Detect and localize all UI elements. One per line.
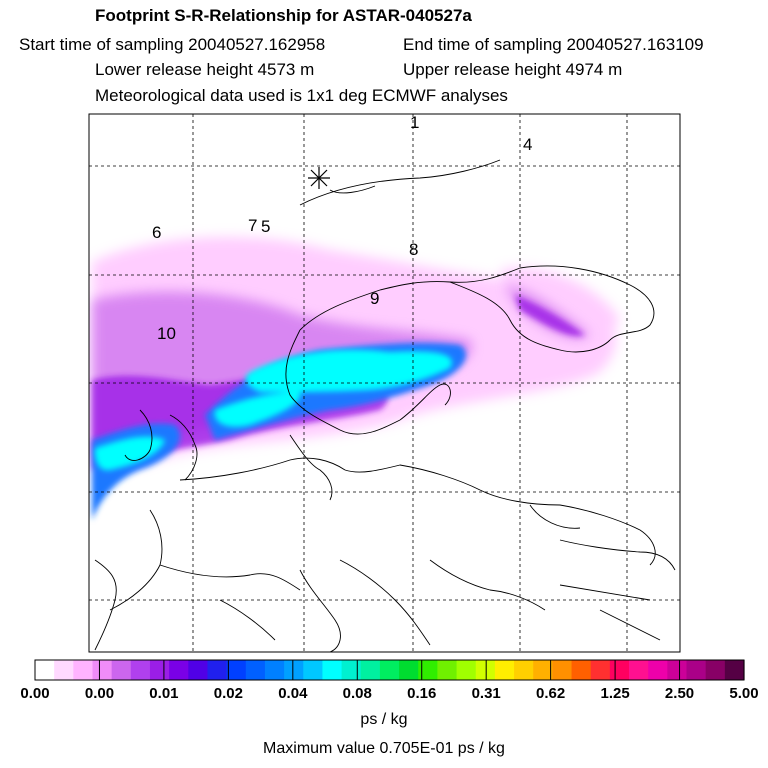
color-scale-cell bbox=[609, 660, 630, 680]
color-scale-cell bbox=[533, 660, 553, 680]
color-scale-cell bbox=[360, 660, 381, 680]
asterisk-icon bbox=[308, 167, 330, 189]
color-scale-cell bbox=[667, 660, 688, 680]
color-scale-cell bbox=[705, 660, 726, 680]
color-scale-cell bbox=[686, 660, 707, 680]
color-scale-cell bbox=[111, 660, 132, 680]
trajectory-label: 6 bbox=[152, 223, 161, 242]
lower-height-label: Lower release height 4573 m bbox=[95, 60, 315, 79]
color-scale-cell bbox=[130, 660, 151, 680]
trajectory-label: 1 bbox=[410, 113, 419, 132]
color-scale-cell bbox=[475, 660, 496, 680]
color-scale-cell bbox=[379, 660, 400, 680]
color-scale-tick-label: 0.00 bbox=[84, 685, 115, 702]
color-scale-cell bbox=[226, 660, 247, 680]
color-scale-cell bbox=[303, 660, 324, 680]
page-title: Footprint S-R-Relationship for ASTAR-040… bbox=[95, 6, 472, 25]
color-scale-cell bbox=[207, 660, 228, 680]
color-scale-tick-label: 5.00 bbox=[729, 685, 759, 702]
trajectory-label: 8 bbox=[409, 240, 418, 259]
start-time-label: Start time of sampling 20040527.162958 bbox=[19, 35, 326, 54]
color-scale-cell bbox=[264, 660, 285, 680]
graticule bbox=[89, 114, 680, 652]
color-scale-cell bbox=[437, 660, 458, 680]
color-scale-cell bbox=[35, 660, 55, 680]
color-scale-cell bbox=[169, 660, 189, 680]
color-scale-tick-label: 0.04 bbox=[278, 685, 308, 702]
color-scale-cell bbox=[73, 660, 94, 680]
color-scale-cell bbox=[188, 660, 209, 680]
color-scale-cell bbox=[399, 660, 419, 680]
color-scale-cell bbox=[648, 660, 668, 680]
trajectory-label: 10 bbox=[157, 324, 176, 343]
color-scale-tick-label: 1.25 bbox=[600, 685, 630, 702]
map-frame bbox=[88, 113, 681, 653]
met-data-label: Meteorological data used is 1x1 deg ECMW… bbox=[95, 86, 508, 105]
color-scale-cell bbox=[322, 660, 343, 680]
color-scale-cell bbox=[245, 660, 266, 680]
color-scale-tick-label: 0.08 bbox=[342, 685, 372, 702]
units-label: ps / kg bbox=[360, 711, 408, 728]
color-scale-tick-label: 0.00 bbox=[20, 685, 50, 702]
color-scale-cell bbox=[456, 660, 477, 680]
color-scale-cell bbox=[571, 660, 592, 680]
upper-height-label: Upper release height 4974 m bbox=[403, 60, 623, 79]
trajectory-label: 7 bbox=[248, 216, 257, 235]
color-scale-tick-label: 2.50 bbox=[664, 685, 695, 702]
color-scale-tick-label: 0.16 bbox=[407, 685, 437, 702]
color-scale-cell bbox=[149, 660, 170, 680]
color-scale-cell bbox=[629, 660, 649, 680]
color-scale-cell bbox=[724, 660, 745, 680]
color-scale-tick-label: 0.01 bbox=[149, 685, 179, 702]
color-scale-tick-label: 0.02 bbox=[213, 685, 243, 702]
color-scale-cell bbox=[341, 660, 362, 680]
color-scale-tick-label: 0.62 bbox=[536, 685, 566, 702]
color-scale-cell bbox=[590, 660, 611, 680]
color-scale-cell bbox=[514, 660, 534, 680]
color-scale-cell bbox=[54, 660, 74, 680]
trajectory-label: 4 bbox=[523, 135, 532, 154]
trajectory-label: 9 bbox=[370, 289, 379, 308]
end-time-label: End time of sampling 20040527.163109 bbox=[403, 35, 704, 54]
trajectory-label: 5 bbox=[261, 217, 270, 236]
color-scale-cell bbox=[494, 660, 515, 680]
color-scale-cell bbox=[418, 660, 438, 680]
color-scale-cell bbox=[92, 660, 113, 680]
color-scale-cell bbox=[284, 660, 304, 680]
color-scale-tick-label: 0.31 bbox=[471, 685, 501, 702]
color-scale-cell bbox=[552, 660, 573, 680]
max-value-label: Maximum value 0.705E-01 ps / kg bbox=[263, 740, 505, 757]
coastlines bbox=[94, 159, 676, 652]
